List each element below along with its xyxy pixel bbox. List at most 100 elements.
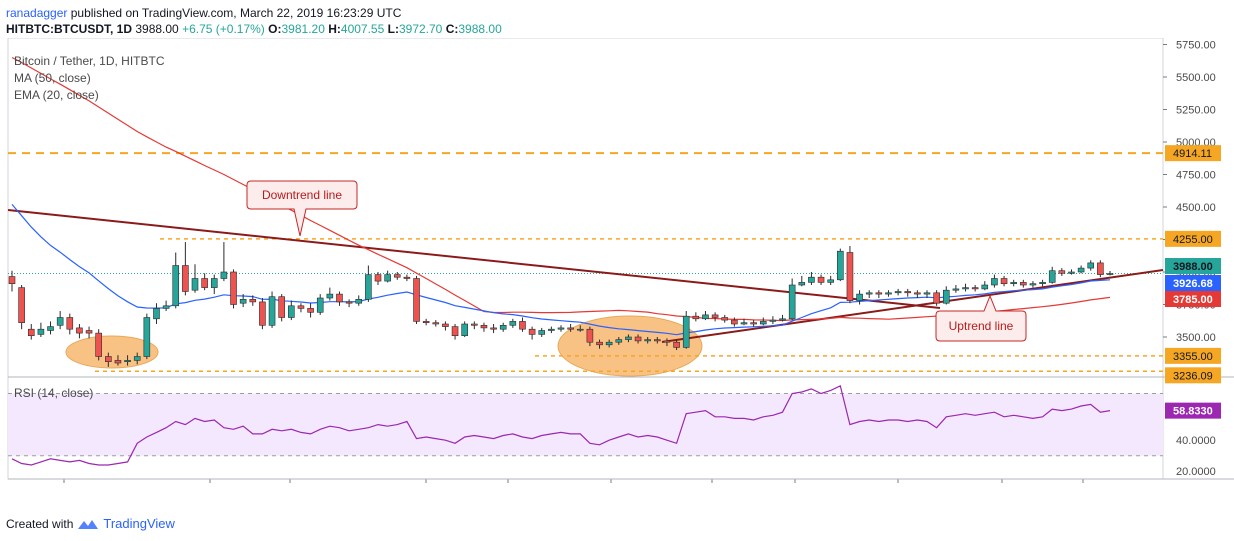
candle-body bbox=[875, 292, 883, 295]
candle bbox=[702, 311, 709, 321]
candle-body bbox=[288, 305, 295, 318]
candle bbox=[914, 290, 921, 298]
candle-body bbox=[856, 293, 863, 301]
candle bbox=[355, 295, 363, 306]
candle bbox=[576, 325, 584, 332]
candle-body bbox=[711, 314, 719, 318]
candle-body bbox=[894, 291, 902, 294]
candle-body bbox=[702, 314, 709, 320]
candle-body bbox=[1087, 262, 1095, 269]
candle bbox=[1048, 266, 1056, 284]
candle bbox=[172, 252, 180, 309]
candle bbox=[316, 294, 324, 315]
level-badge-label: 3355.00 bbox=[1173, 351, 1213, 363]
candle bbox=[769, 316, 777, 324]
candle bbox=[1058, 268, 1066, 276]
candle-body bbox=[663, 340, 671, 343]
candle bbox=[817, 274, 825, 285]
chart-title: Bitcoin / Tether, 1D, HITBTC bbox=[14, 54, 165, 68]
candle-body bbox=[942, 289, 950, 304]
candle bbox=[422, 318, 430, 326]
candle-body bbox=[769, 319, 777, 322]
candle-body bbox=[654, 339, 661, 342]
candle-body bbox=[162, 305, 170, 309]
candle bbox=[1106, 270, 1114, 276]
callout-bubble bbox=[246, 180, 358, 237]
candle bbox=[413, 275, 420, 324]
candle bbox=[605, 339, 613, 348]
candle-body bbox=[133, 356, 141, 361]
candle-body bbox=[268, 296, 276, 326]
candle-body bbox=[750, 322, 757, 325]
level-badge bbox=[1165, 347, 1221, 364]
candle bbox=[885, 290, 892, 297]
ma-line bbox=[11, 56, 1111, 322]
candle bbox=[133, 352, 141, 365]
candle-body bbox=[403, 276, 411, 279]
candle bbox=[191, 264, 199, 293]
close-label: C: bbox=[445, 22, 459, 36]
candle-body bbox=[249, 298, 257, 303]
candle bbox=[779, 314, 786, 322]
candle-body bbox=[759, 321, 767, 325]
candle-body bbox=[384, 274, 391, 282]
price-badge-label: 3785.00 bbox=[1173, 294, 1213, 306]
candle-body bbox=[374, 274, 382, 282]
high-value: 4007.55 bbox=[340, 22, 385, 36]
candle-body bbox=[153, 308, 160, 320]
candle-body bbox=[615, 339, 623, 343]
ma-legend: MA (50, close) bbox=[14, 71, 91, 85]
bottom-highlight-ellipse bbox=[557, 315, 703, 377]
candle-body bbox=[114, 360, 122, 364]
candle bbox=[8, 270, 16, 292]
candle-body bbox=[1058, 270, 1066, 274]
rsi-badge-label: 58.8330 bbox=[1173, 406, 1213, 418]
candle bbox=[220, 242, 228, 282]
author-link[interactable]: ranadagger bbox=[6, 6, 68, 20]
close-value: 3988.00 bbox=[458, 22, 502, 36]
candle-body bbox=[220, 271, 228, 279]
candle-body bbox=[971, 287, 979, 290]
candle-body bbox=[297, 305, 305, 309]
candle bbox=[307, 303, 314, 318]
price-tick-label: 5750.00 bbox=[1176, 40, 1216, 52]
candle bbox=[750, 320, 757, 327]
uptrend-callout: Uptrend line bbox=[935, 294, 1027, 342]
candle bbox=[143, 313, 151, 360]
candle-body bbox=[201, 278, 208, 288]
candle bbox=[249, 295, 257, 306]
candle-body bbox=[76, 327, 83, 334]
candle bbox=[27, 324, 35, 340]
candle-body bbox=[278, 296, 285, 318]
high-label: H: bbox=[328, 22, 341, 36]
candle-body bbox=[682, 315, 690, 348]
level-badge bbox=[1165, 230, 1221, 247]
candle-body bbox=[634, 336, 642, 342]
candle bbox=[336, 291, 343, 306]
candle bbox=[288, 300, 295, 321]
candle-body bbox=[18, 287, 25, 324]
price-chart[interactable]: 5750.005500.005250.005000.004750.004500.… bbox=[0, 38, 1234, 484]
candle bbox=[114, 355, 122, 366]
candle-body bbox=[336, 293, 343, 303]
tradingview-logo-icon bbox=[78, 519, 99, 529]
candle bbox=[18, 285, 25, 330]
candle-body bbox=[47, 326, 54, 331]
candle bbox=[268, 291, 276, 328]
candle-body bbox=[85, 330, 93, 334]
candle bbox=[259, 298, 266, 330]
tradingview-brand[interactable]: TradingView bbox=[103, 516, 175, 531]
candle bbox=[47, 321, 54, 335]
candle bbox=[538, 327, 546, 337]
candle-body bbox=[846, 252, 854, 301]
candle-body bbox=[124, 360, 131, 362]
candle bbox=[124, 355, 131, 366]
candle-body bbox=[105, 356, 112, 362]
candle-body bbox=[817, 276, 825, 283]
candle-body bbox=[596, 341, 603, 346]
candle bbox=[692, 312, 700, 322]
candle bbox=[1087, 260, 1095, 271]
candle bbox=[442, 321, 449, 331]
candle-body bbox=[480, 324, 488, 329]
candle-body bbox=[316, 297, 324, 313]
